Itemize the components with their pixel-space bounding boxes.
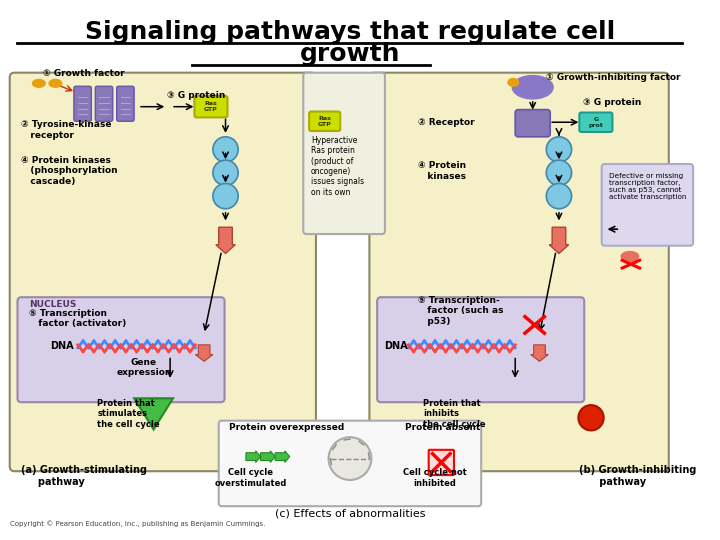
Text: growth: growth: [300, 42, 400, 66]
Ellipse shape: [621, 252, 639, 261]
Text: Protein that
inhibits
the cell cycle: Protein that inhibits the cell cycle: [423, 399, 485, 429]
Text: Cell cycle
overstimulated: Cell cycle overstimulated: [215, 468, 287, 488]
Text: G
prot: G prot: [588, 117, 603, 127]
FancyArrow shape: [195, 345, 213, 361]
Circle shape: [213, 184, 238, 209]
Text: Protein that
stimulates
the cell cycle: Protein that stimulates the cell cycle: [97, 399, 160, 429]
FancyBboxPatch shape: [516, 110, 550, 137]
FancyBboxPatch shape: [602, 164, 693, 246]
Text: (c) Effects of abnormalities: (c) Effects of abnormalities: [275, 508, 426, 518]
Text: ③ G protein: ③ G protein: [167, 91, 225, 99]
Text: Gene
expression: Gene expression: [116, 357, 171, 377]
Circle shape: [546, 184, 572, 209]
Text: Protein overexpressed: Protein overexpressed: [229, 423, 344, 432]
FancyBboxPatch shape: [117, 86, 134, 122]
Text: DNA: DNA: [50, 341, 74, 351]
Text: ① Growth-inhibiting factor: ① Growth-inhibiting factor: [546, 73, 681, 82]
Text: ① Growth factor: ① Growth factor: [42, 69, 125, 78]
Ellipse shape: [32, 79, 45, 87]
FancyBboxPatch shape: [580, 112, 613, 132]
FancyBboxPatch shape: [303, 73, 385, 234]
Circle shape: [578, 405, 603, 430]
Circle shape: [546, 137, 572, 162]
FancyBboxPatch shape: [369, 73, 669, 471]
FancyArrow shape: [531, 345, 548, 361]
FancyArrow shape: [246, 451, 261, 462]
Text: ⑤ Transcription
   factor (activator): ⑤ Transcription factor (activator): [30, 309, 127, 328]
FancyArrow shape: [216, 227, 235, 253]
FancyBboxPatch shape: [428, 450, 454, 475]
FancyArrow shape: [275, 451, 289, 462]
Text: ④ Protein kinases
   (phosphorylation
   cascade): ④ Protein kinases (phosphorylation casca…: [22, 156, 118, 186]
Text: DNA: DNA: [384, 341, 408, 351]
Text: Protein absent: Protein absent: [405, 423, 480, 432]
FancyBboxPatch shape: [10, 73, 316, 471]
Text: Copyright © Pearson Education, Inc., publishing as Benjamin Cummings.: Copyright © Pearson Education, Inc., pub…: [10, 520, 265, 526]
Ellipse shape: [513, 76, 553, 99]
Text: ③ G protein: ③ G protein: [583, 98, 642, 107]
Circle shape: [213, 137, 238, 162]
Text: ② Receptor: ② Receptor: [418, 118, 474, 127]
FancyBboxPatch shape: [377, 297, 584, 402]
Text: (b) Growth-inhibiting
      pathway: (b) Growth-inhibiting pathway: [580, 465, 697, 487]
FancyBboxPatch shape: [194, 96, 228, 117]
FancyBboxPatch shape: [74, 86, 91, 122]
Text: ② Tyrosine-kinase
   receptor: ② Tyrosine-kinase receptor: [22, 120, 112, 140]
Text: Ras
GTP: Ras GTP: [318, 116, 331, 127]
Circle shape: [328, 437, 372, 480]
Text: ④ Protein
   kinases: ④ Protein kinases: [418, 161, 466, 180]
Text: Signaling pathways that regulate cell: Signaling pathways that regulate cell: [85, 20, 615, 44]
Circle shape: [213, 160, 238, 185]
Polygon shape: [134, 399, 173, 429]
Text: Cell cycle not
inhibited: Cell cycle not inhibited: [402, 468, 467, 488]
FancyArrow shape: [549, 227, 569, 253]
Circle shape: [546, 160, 572, 185]
FancyBboxPatch shape: [309, 112, 341, 131]
Text: Ras
GTP: Ras GTP: [204, 102, 218, 112]
Ellipse shape: [508, 78, 518, 86]
FancyBboxPatch shape: [219, 421, 481, 506]
Text: (a) Growth-stimulating
     pathway: (a) Growth-stimulating pathway: [22, 465, 148, 487]
FancyArrow shape: [261, 451, 275, 462]
Text: NUCLEUS: NUCLEUS: [30, 300, 76, 308]
Ellipse shape: [49, 79, 62, 87]
Text: Defective or missing
transcription factor,
such as p53, cannot
activate transcri: Defective or missing transcription facto…: [608, 173, 686, 200]
Text: ⑤ Transcription-
   factor (such as
   p53): ⑤ Transcription- factor (such as p53): [418, 296, 503, 326]
Text: Hyperactive
Ras protein
(product of
oncogene)
issues signals
on its own: Hyperactive Ras protein (product of onco…: [311, 136, 364, 197]
FancyBboxPatch shape: [95, 86, 113, 122]
FancyBboxPatch shape: [17, 297, 225, 402]
